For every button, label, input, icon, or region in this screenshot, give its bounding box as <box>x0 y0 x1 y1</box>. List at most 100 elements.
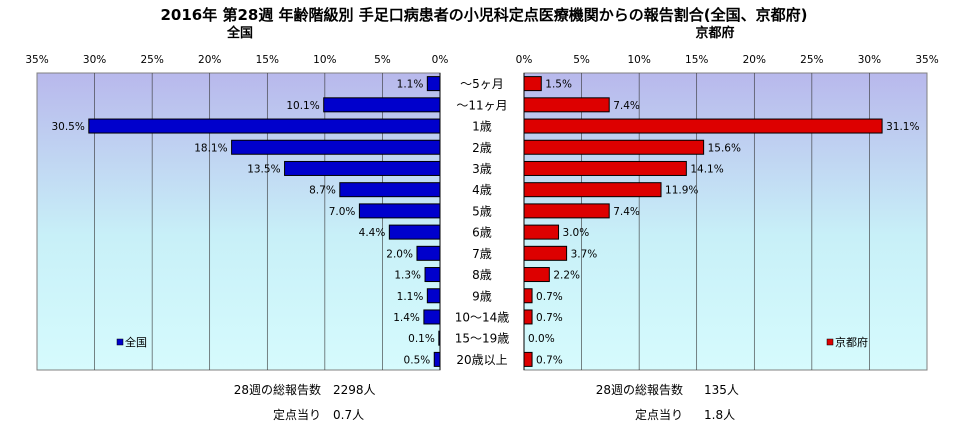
left-tick-label: 20% <box>198 54 221 66</box>
left-tick-label: 25% <box>140 54 163 66</box>
category-label: 15～19歳 <box>455 332 510 346</box>
left-data-label: 4.4% <box>359 227 386 239</box>
category-label: ～11ヶ月 <box>456 98 507 112</box>
right-data-label: 0.7% <box>536 291 563 303</box>
left-data-label: 2.0% <box>386 248 413 260</box>
left-tick-label: 5% <box>374 54 391 66</box>
right-bar <box>523 76 542 92</box>
left-legend: 全国 <box>116 335 147 349</box>
left-bar <box>323 97 441 113</box>
left-per-site-value: 0.7人 <box>333 408 364 422</box>
right-tick-label: 30% <box>858 54 881 66</box>
category-label: ～5ヶ月 <box>460 77 504 91</box>
right-tick-label: 15% <box>685 54 708 66</box>
category-label: 9歳 <box>472 289 492 303</box>
left-total-value: 2298人 <box>333 383 376 397</box>
right-data-label: 0.0% <box>528 333 555 345</box>
left-bar <box>416 245 441 261</box>
left-data-label: 13.5% <box>247 163 280 175</box>
right-panel-title: 京都府 <box>695 25 734 41</box>
right-legend-label: 京都府 <box>835 335 868 349</box>
bars <box>88 76 883 367</box>
right-bar <box>523 118 883 134</box>
left-data-label: 18.1% <box>194 142 227 154</box>
right-bar <box>523 309 533 325</box>
axis-tick-labels: 0% 0% 5% 5% 10% 10% 15% 15% 20% 20% 25% 25% 30% 30% 35… <box>25 54 938 66</box>
right-data-label: 3.7% <box>571 248 598 260</box>
left-bar <box>423 309 441 325</box>
category-label: 7歳 <box>472 247 492 261</box>
category-label: 10～14歳 <box>455 310 510 324</box>
right-bar <box>523 267 550 283</box>
left-bar <box>88 118 441 134</box>
left-bar <box>358 203 441 219</box>
right-data-label: 1.5% <box>545 79 572 91</box>
category-label: 20歳以上 <box>456 353 507 367</box>
left-tick-label: 0% <box>432 54 449 66</box>
left-bar <box>388 224 441 240</box>
right-data-label: 11.9% <box>665 185 698 197</box>
right-bar <box>523 97 610 113</box>
left-tick-label: 15% <box>256 54 279 66</box>
left-data-label: 1.3% <box>394 270 421 282</box>
left-bar <box>426 76 441 92</box>
left-legend-swatch <box>116 338 124 346</box>
category-label: 8歳 <box>472 268 492 282</box>
left-tick-label: 10% <box>313 54 336 66</box>
left-data-label: 8.7% <box>309 185 336 197</box>
footer-right: 28週の総報告数 135人 定点当り 1.8人 <box>596 382 739 422</box>
right-legend-swatch <box>826 338 834 346</box>
left-data-label: 0.5% <box>404 354 431 366</box>
category-label: 3歳 <box>472 162 492 176</box>
left-data-label: 1.4% <box>393 312 420 324</box>
right-bar <box>523 288 533 304</box>
left-legend-label: 全国 <box>125 335 147 349</box>
right-bar <box>523 160 687 176</box>
right-data-label: 31.1% <box>886 121 919 133</box>
right-tick-label: 25% <box>800 54 823 66</box>
left-data-label: 0.1% <box>408 333 435 345</box>
right-bar <box>523 224 560 240</box>
left-data-label: 7.0% <box>329 206 356 218</box>
right-tick-label: 35% <box>915 54 938 66</box>
right-tick-label: 5% <box>573 54 590 66</box>
right-data-label: 0.7% <box>536 312 563 324</box>
left-data-label: 10.1% <box>286 100 319 112</box>
right-data-label: 14.1% <box>690 163 723 175</box>
data-labels: 1.1% 1.5% 10.1% 7.4% 30.5% 31.1% 18.1% 15.6% 13.… <box>51 79 919 367</box>
right-data-label: 0.7% <box>536 354 563 366</box>
left-bar <box>339 182 441 198</box>
right-per-site-value: 1.8人 <box>704 408 735 422</box>
right-total-label: 28週の総報告数 <box>596 382 683 397</box>
chart-title: 2016年 第28週 年齢階級別 手足口病患者の小児科定点医療機関からの報告割合… <box>160 6 807 24</box>
right-bar <box>523 245 568 261</box>
plot-areas <box>36 72 928 371</box>
category-label: 6歳 <box>472 226 492 240</box>
left-per-site-label: 定点当り <box>273 407 321 422</box>
right-bar <box>523 351 533 367</box>
right-data-label: 7.4% <box>613 206 640 218</box>
left-bar <box>231 139 441 155</box>
left-bar <box>426 288 441 304</box>
category-label: 2歳 <box>472 141 492 155</box>
right-bar <box>523 139 705 155</box>
left-bar <box>424 267 441 283</box>
right-plot-area <box>523 72 928 371</box>
right-tick-label: 0% <box>516 54 533 66</box>
right-data-label: 3.0% <box>563 227 590 239</box>
left-bar <box>284 160 441 176</box>
left-panel-title: 全国 <box>226 25 253 41</box>
left-plot-area <box>36 72 441 371</box>
right-tick-label: 10% <box>627 54 650 66</box>
category-label: 5歳 <box>472 204 492 218</box>
left-bar <box>433 351 441 367</box>
right-total-value: 135人 <box>704 383 739 397</box>
left-data-label: 30.5% <box>51 121 84 133</box>
left-data-label: 1.1% <box>397 79 424 91</box>
footer-left: 28週の総報告数 2298人 定点当り 0.7人 <box>234 382 376 422</box>
left-tick-label: 35% <box>25 54 48 66</box>
left-data-label: 1.1% <box>397 291 424 303</box>
right-per-site-label: 定点当り <box>635 407 683 422</box>
category-labels: ～5ヶ月 ～11ヶ月 1歳 2歳 3歳 4歳 5歳 6歳 7歳 8歳 9歳 10～14歳 15～19歳 2… <box>455 77 510 367</box>
